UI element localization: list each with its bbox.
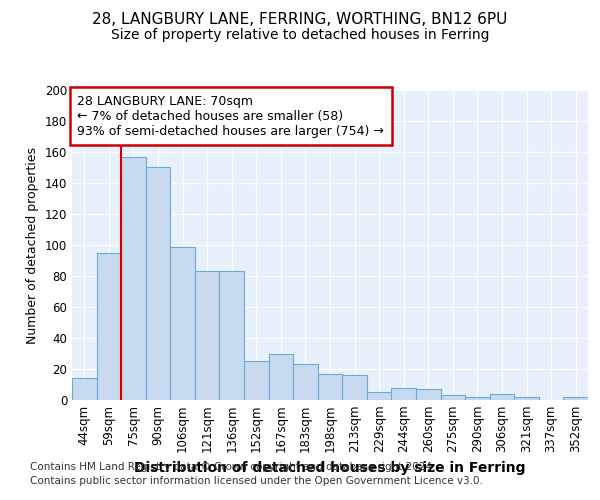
X-axis label: Distribution of detached houses by size in Ferring: Distribution of detached houses by size … bbox=[134, 461, 526, 475]
Bar bbox=[72, 378, 97, 400]
Text: 28, LANGBURY LANE, FERRING, WORTHING, BN12 6PU: 28, LANGBURY LANE, FERRING, WORTHING, BN… bbox=[92, 12, 508, 28]
Bar bbox=[416, 389, 440, 400]
Bar bbox=[391, 388, 416, 400]
Bar bbox=[490, 394, 514, 400]
Bar bbox=[342, 375, 367, 400]
Bar bbox=[244, 361, 269, 400]
Bar bbox=[146, 168, 170, 400]
Bar bbox=[367, 392, 391, 400]
Text: Contains public sector information licensed under the Open Government Licence v3: Contains public sector information licen… bbox=[30, 476, 483, 486]
Bar bbox=[440, 396, 465, 400]
Bar bbox=[269, 354, 293, 400]
Bar bbox=[121, 156, 146, 400]
Bar bbox=[220, 272, 244, 400]
Bar bbox=[195, 272, 220, 400]
Bar bbox=[465, 397, 490, 400]
Y-axis label: Number of detached properties: Number of detached properties bbox=[26, 146, 39, 344]
Bar bbox=[318, 374, 342, 400]
Bar bbox=[97, 252, 121, 400]
Bar bbox=[170, 246, 195, 400]
Bar bbox=[563, 397, 588, 400]
Text: 28 LANGBURY LANE: 70sqm
← 7% of detached houses are smaller (58)
93% of semi-det: 28 LANGBURY LANE: 70sqm ← 7% of detached… bbox=[77, 94, 384, 138]
Text: Size of property relative to detached houses in Ferring: Size of property relative to detached ho… bbox=[111, 28, 489, 42]
Bar bbox=[514, 397, 539, 400]
Bar bbox=[293, 364, 318, 400]
Text: Contains HM Land Registry data © Crown copyright and database right 2024.: Contains HM Land Registry data © Crown c… bbox=[30, 462, 436, 472]
